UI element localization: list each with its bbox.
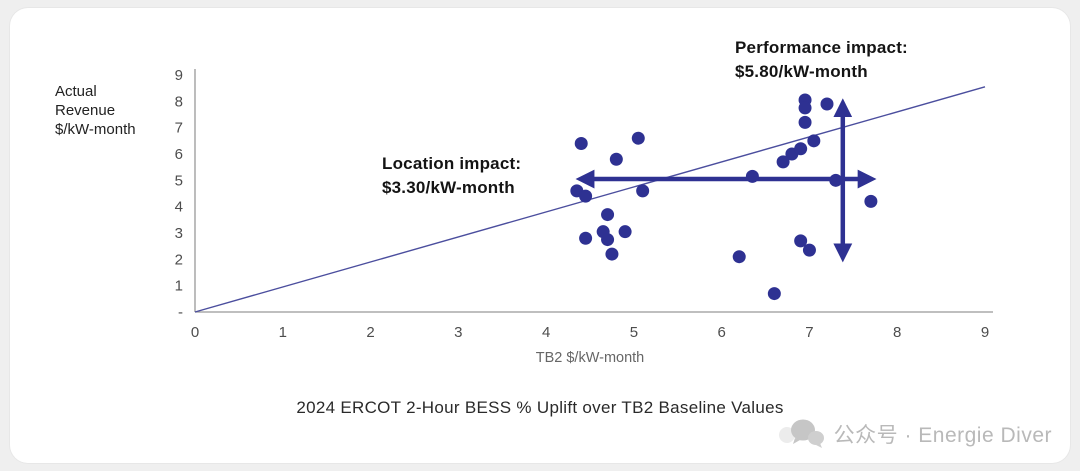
performance-impact-label: Performance impact: $5.80/kW-month bbox=[735, 38, 908, 81]
scatter-point bbox=[609, 152, 623, 166]
scatter-point bbox=[579, 231, 593, 245]
scatter-point bbox=[820, 97, 834, 111]
scatter-point bbox=[601, 233, 615, 247]
y-tick-label: 8 bbox=[175, 93, 183, 110]
y-axis-title: Actual Revenue $/kW-month bbox=[55, 83, 136, 138]
x-tick-label: 9 bbox=[981, 324, 989, 341]
chart-title: 2024 ERCOT 2-Hour BESS % Uplift over TB2… bbox=[296, 398, 784, 417]
scatter-point bbox=[601, 208, 615, 222]
scatter-point bbox=[807, 134, 821, 148]
scatter-point bbox=[798, 101, 812, 115]
x-tick-label: 4 bbox=[542, 324, 550, 341]
scatter-point bbox=[732, 250, 746, 264]
y-tick-label: 4 bbox=[175, 199, 183, 216]
y-tick-label: 6 bbox=[175, 146, 183, 163]
x-tick-label: 1 bbox=[279, 324, 287, 341]
scatter-point bbox=[618, 225, 632, 239]
x-tick-label: 5 bbox=[630, 324, 638, 341]
scatter-point bbox=[574, 136, 588, 150]
x-tick-label: 3 bbox=[454, 324, 462, 341]
y-tick-label: 1 bbox=[175, 278, 183, 295]
scatter-point bbox=[631, 131, 645, 145]
x-tick-label: 7 bbox=[805, 324, 813, 341]
wechat-icon bbox=[778, 419, 824, 448]
scatter-point bbox=[767, 287, 781, 301]
x-axis-title: TB2 $/kW-month bbox=[536, 350, 645, 366]
scatter-point bbox=[605, 247, 619, 261]
scatter-plot: 0 1 2 3 4 5 6 7 8 9 - 1 2 3 4 5 6 7 8 9 TB2 $/kW-month bbox=[175, 67, 993, 366]
scatter-point bbox=[794, 142, 808, 156]
scatter-point bbox=[579, 189, 593, 203]
chart-card: Actual Revenue $/kW-month 0 1 2 3 4 5 6 7 8 9 - 1 2 3… bbox=[10, 8, 1070, 463]
watermark: 公众号 · Energie Diver bbox=[778, 416, 1052, 452]
y-tick-label: - bbox=[178, 304, 183, 321]
y-tick-label: 5 bbox=[175, 172, 183, 189]
scatter-point bbox=[864, 194, 878, 208]
scatter-point bbox=[776, 155, 790, 169]
x-tick-label: 8 bbox=[893, 324, 901, 341]
scatter-point bbox=[798, 115, 812, 129]
x-tick-label: 0 bbox=[191, 324, 199, 341]
watermark-text: 公众号 · Energie Diver bbox=[833, 424, 1052, 447]
y-tick-label: 2 bbox=[175, 251, 183, 268]
scatter-point bbox=[794, 234, 808, 248]
y-tick-label: 9 bbox=[175, 67, 183, 84]
y-tick-label: 7 bbox=[175, 120, 183, 137]
x-tick-label: 2 bbox=[366, 324, 374, 341]
location-impact-label: Location impact: $3.30/kW-month bbox=[382, 154, 522, 197]
x-tick-label: 6 bbox=[717, 324, 725, 341]
y-tick-label: 3 bbox=[175, 225, 183, 242]
scatter-point bbox=[636, 184, 650, 198]
scatter-point bbox=[802, 243, 816, 257]
